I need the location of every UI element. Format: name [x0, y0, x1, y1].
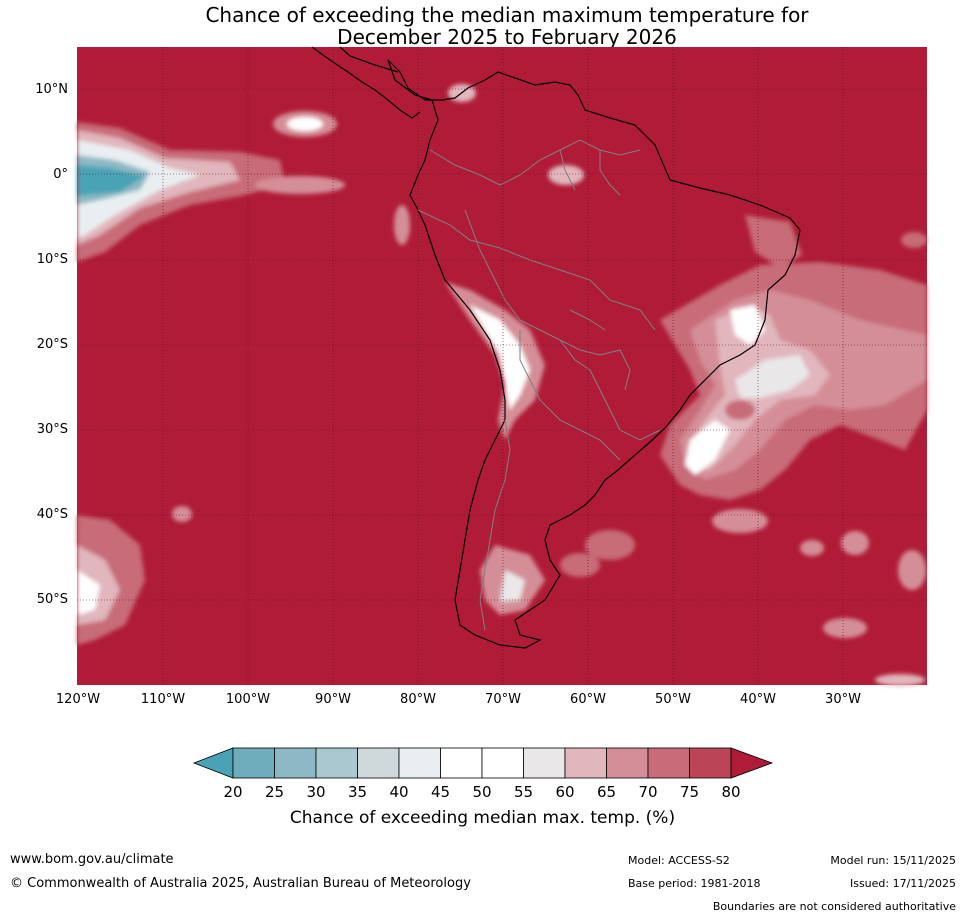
lat-label-50s: 50°S — [36, 592, 68, 607]
issued-date: Issued: 17/11/2025 — [849, 877, 956, 890]
patch-south-atlantic-white-1 — [730, 305, 765, 345]
colorbar-bin-50-55 — [481, 747, 524, 779]
lon-label-30w: 30°W — [825, 692, 861, 707]
patch-amazon-small — [548, 165, 584, 185]
patch-pacific-small-2 — [255, 176, 345, 194]
model-run-date: Model run: 15/11/2025 — [830, 854, 956, 867]
colorbar-bin-70-75 — [647, 747, 690, 779]
colorbar-bin-40-45 — [398, 747, 441, 779]
colorbar-bin-45-50 — [440, 747, 483, 779]
lon-label-70w: 70°W — [485, 692, 521, 707]
lat-label-0: 0° — [53, 167, 68, 182]
graticule — [77, 47, 927, 685]
title-line-2: December 2025 to February 2026 — [337, 25, 677, 49]
patch-atlantic-small-1 — [712, 509, 768, 533]
colorbar-tick-50: 50 — [472, 783, 492, 801]
lon-label-90w: 90°W — [315, 692, 351, 707]
lon-label-120w: 120°W — [55, 692, 101, 707]
patch-pacific-small-3 — [172, 506, 192, 522]
patch-andes-white — [470, 305, 530, 410]
patch-ne-brazil — [745, 215, 802, 268]
colorbar-tick-35: 35 — [347, 783, 368, 801]
patch-patagonia-white — [500, 570, 525, 602]
patch-andes-outer — [445, 282, 545, 440]
lon-label-40w: 40°W — [740, 692, 776, 707]
lat-label-20s: 20°S — [36, 337, 68, 352]
colorbar-tick-75: 75 — [679, 783, 700, 801]
south-america-coastline — [387, 59, 801, 649]
colorbar-bin-25-30 — [274, 747, 317, 779]
colorbar-tick-40: 40 — [389, 783, 409, 801]
lon-label-50w: 50°W — [655, 692, 691, 707]
title-line-1: Chance of exceeding the median maximum t… — [205, 3, 809, 27]
colorbar-bin-55-60 — [523, 747, 566, 779]
colorbar — [192, 747, 774, 779]
patch-atlantic-small-5 — [823, 618, 867, 638]
colorbar-bin-20-25 — [232, 747, 275, 779]
colorbar-tick-25: 25 — [264, 783, 285, 801]
map-title: Chance of exceeding the median maximum t… — [0, 4, 965, 48]
patch-atlantic-small-3 — [800, 540, 824, 556]
patch-atlantic-small-4 — [898, 550, 926, 590]
boundary-disclaimer: Boundaries are not considered authoritat… — [712, 900, 956, 913]
patch-atlantic-core-red — [725, 400, 755, 420]
colorbar-bin-75-80 — [689, 747, 732, 779]
patch-pacific-tongue-teal — [77, 165, 145, 196]
lat-label-30s: 30°S — [36, 422, 68, 437]
probability-patches — [77, 84, 927, 686]
central-america-coastline — [311, 46, 421, 119]
lon-label-110w: 110°W — [140, 692, 186, 707]
patch-atlantic-small-8 — [560, 553, 600, 577]
lat-label-10n: 10°N — [35, 82, 68, 97]
patch-south-atlantic-white-3 — [685, 420, 730, 475]
lon-label-80w: 80°W — [400, 692, 436, 707]
base-period: Base period: 1981-2018 — [628, 877, 761, 890]
patch-atlantic-small-2 — [841, 531, 869, 555]
patch-atlantic-small-9 — [875, 674, 925, 686]
map-panel — [77, 46, 927, 686]
lon-label-60w: 60°W — [570, 692, 606, 707]
colorbar-right-arrow — [730, 747, 774, 779]
colorbar-tick-45: 45 — [430, 783, 451, 801]
colorbar-tick-20: 20 — [223, 783, 243, 801]
model-name: Model: ACCESS-S2 — [628, 854, 730, 867]
patch-sw-pacific-white — [77, 570, 100, 615]
patch-atlantic-small-7 — [585, 530, 635, 560]
website-link[interactable]: www.bom.gov.au/climate — [10, 852, 174, 867]
lat-label-40s: 40°S — [36, 507, 68, 522]
patch-ecuador-coast — [394, 205, 410, 245]
colorbar-tick-55: 55 — [513, 783, 534, 801]
colorbar-bin-65-70 — [606, 747, 649, 779]
lon-label-100w: 100°W — [225, 692, 271, 707]
country-borders — [417, 139, 661, 631]
lat-label-10s: 10°S — [36, 252, 68, 267]
colorbar-tick-70: 70 — [638, 783, 658, 801]
colorbar-label: Chance of exceeding median max. temp. (%… — [289, 808, 676, 828]
colorbar-left-arrow — [192, 747, 234, 779]
colorbar-tick-30: 30 — [306, 783, 326, 801]
copyright-text: © Commonwealth of Australia 2025, Austra… — [10, 876, 471, 891]
patch-atlantic-small-6 — [901, 232, 927, 248]
colorbar-bin-35-40 — [357, 747, 400, 779]
patch-pacific-small-1-core — [287, 117, 323, 131]
colorbar-tick-80: 80 — [721, 783, 741, 801]
patch-south-atlantic-white-2 — [735, 355, 810, 398]
colorbar-tick-65: 65 — [596, 783, 617, 801]
colorbar-tick-60: 60 — [555, 783, 575, 801]
colorbar-bin-60-65 — [564, 747, 607, 779]
colorbar-bin-30-35 — [315, 747, 358, 779]
